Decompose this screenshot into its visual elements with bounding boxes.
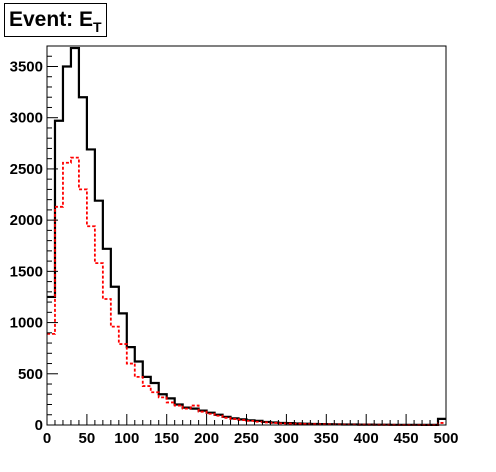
x-tick-label: 300 xyxy=(274,430,299,447)
x-tick-label: 350 xyxy=(314,430,339,447)
x-tick-label: 400 xyxy=(354,430,379,447)
x-tick-label: 450 xyxy=(394,430,419,447)
series-1-line xyxy=(47,156,446,426)
x-tick-label: 250 xyxy=(234,430,259,447)
histogram-lines xyxy=(47,46,446,426)
title-main: Event: E xyxy=(9,8,94,31)
y-tick-label: 500 xyxy=(18,366,43,383)
y-tick-label: 2000 xyxy=(10,212,43,229)
y-tick-label: 0 xyxy=(35,417,43,434)
x-tick-label: 200 xyxy=(194,430,219,447)
y-tick-label: 1500 xyxy=(10,263,43,280)
title-subscript: T xyxy=(93,19,102,35)
series-0-line xyxy=(47,46,446,426)
x-tick-label: 100 xyxy=(114,430,139,447)
x-tick-label: 500 xyxy=(433,430,458,447)
chart-title: Event: ET xyxy=(4,3,107,37)
axes: 0 50 100 150 200 250 300 350 400 450 500 0 500 1000 15… xyxy=(10,45,459,447)
plot-frame xyxy=(46,45,447,426)
x-tick-label: 50 xyxy=(79,430,96,447)
y-tick-label: 2500 xyxy=(10,161,43,178)
y-tick-label: 3000 xyxy=(10,110,43,127)
x-tick-label: 0 xyxy=(43,430,51,447)
x-tick-label: 150 xyxy=(154,430,179,447)
y-tick-label: 3500 xyxy=(10,58,43,75)
y-tick-label: 1000 xyxy=(10,315,43,332)
